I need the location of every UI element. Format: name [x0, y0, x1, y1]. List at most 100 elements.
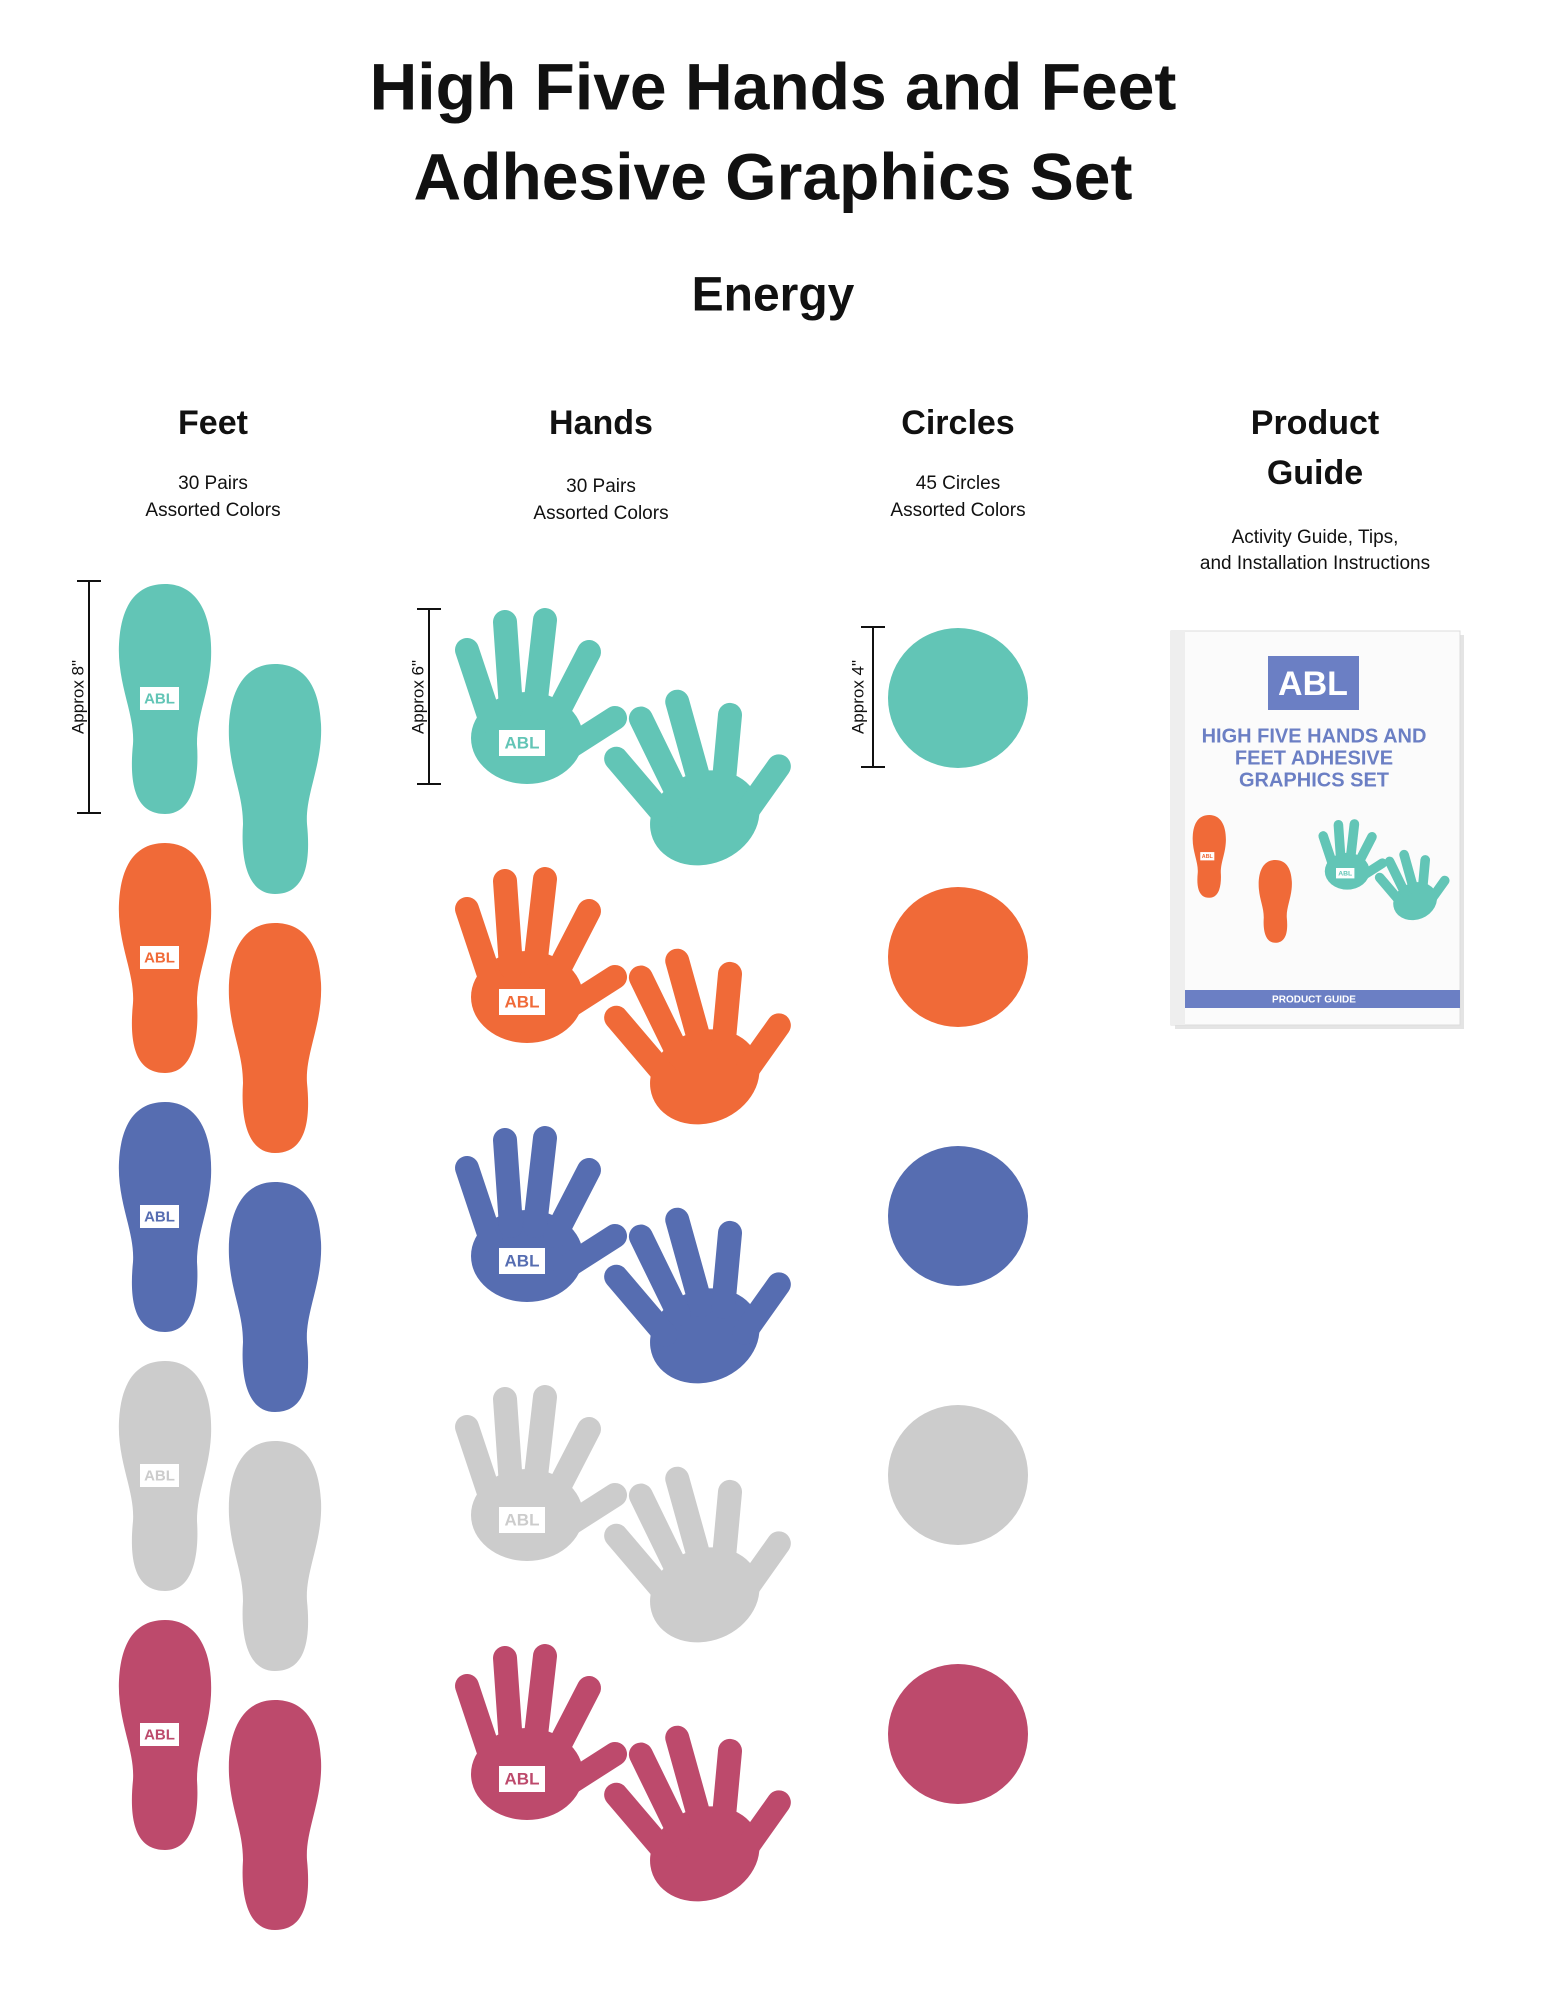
foot: ABL [1192, 815, 1226, 898]
column-detail: and Installation Instructions [1200, 553, 1430, 574]
column-detail: Activity Guide, Tips, [1232, 527, 1399, 548]
brand-tag [140, 1723, 179, 1746]
foot [228, 1700, 322, 1930]
finger [455, 1674, 503, 1770]
finger [1318, 831, 1338, 870]
foot [1258, 860, 1292, 943]
finger [604, 1782, 678, 1865]
finger [543, 899, 601, 989]
finger [665, 1725, 713, 1836]
finger [711, 702, 743, 801]
brand-tag [499, 989, 545, 1015]
finger [455, 1415, 503, 1511]
brand-label: ABL [505, 1251, 540, 1270]
hand [1374, 849, 1450, 921]
finger [732, 1531, 791, 1604]
hand: ABL [1318, 819, 1388, 890]
finger [604, 746, 678, 829]
foot-shape [1258, 860, 1292, 943]
hand: ABL [455, 1644, 627, 1820]
foot: ABL [118, 584, 212, 814]
brand-label: ABL [505, 992, 540, 1011]
brand-tag [140, 687, 179, 710]
finger [543, 640, 601, 730]
foot-shape [228, 664, 322, 894]
brand-tag [499, 730, 545, 756]
finger [604, 1005, 678, 1088]
finger [732, 754, 791, 827]
brand-tag [140, 1464, 179, 1487]
finger [1374, 872, 1405, 906]
brand-label: ABL [505, 733, 540, 752]
finger [553, 706, 627, 762]
finger [1357, 858, 1388, 881]
circle-graphic [888, 1146, 1028, 1286]
size-label: Approx 8" [68, 660, 87, 734]
finger [604, 1264, 678, 1347]
column-title: Product [1251, 404, 1379, 442]
size-label: Approx 6" [408, 660, 427, 734]
column-detail: Assorted Colors [533, 503, 668, 524]
brand-label: ABL [144, 1208, 175, 1225]
finger [553, 1224, 627, 1280]
finger [665, 689, 713, 800]
foot-shape [228, 1182, 322, 1412]
column-title: Hands [549, 404, 653, 442]
finger [493, 1128, 523, 1238]
title: High Five Hands and Feet [370, 49, 1177, 123]
finger [665, 948, 713, 1059]
finger [493, 1646, 523, 1756]
hand [604, 1725, 791, 1902]
brand-tag [140, 946, 179, 969]
hand [604, 948, 791, 1125]
book-title: FEET ADHESIVE [1235, 747, 1393, 769]
finger [523, 1126, 557, 1238]
finger [553, 1742, 627, 1798]
finger [711, 1479, 743, 1578]
finger [1333, 820, 1346, 865]
hand: ABL [455, 1126, 627, 1302]
finger [455, 897, 503, 993]
finger [523, 1385, 557, 1497]
brand-label: ABL [505, 1769, 540, 1788]
foot [228, 1441, 322, 1671]
finger [493, 869, 523, 979]
brand-tag [140, 1205, 179, 1228]
brand-tag [499, 1248, 545, 1274]
brand-label: ABL [144, 690, 175, 707]
foot-shape [228, 1700, 322, 1930]
finger [732, 1272, 791, 1345]
finger [523, 608, 557, 720]
size-label: Approx 4" [848, 660, 867, 734]
finger [1353, 832, 1377, 869]
column-detail: 45 Circles [916, 473, 1000, 494]
finger [604, 1523, 678, 1606]
brand-label: ABL [144, 949, 175, 966]
finger [543, 1417, 601, 1507]
shapes: ABL ABL ABL ABL ABL ABL ABL ABL ABL ABL ABL ABL [118, 584, 1450, 1930]
brand-label: ABL [1338, 870, 1352, 877]
book-title: HIGH FIVE HANDS AND [1202, 725, 1427, 747]
circle-graphic [888, 1405, 1028, 1545]
finger [732, 1013, 791, 1086]
brand-tag [1200, 852, 1215, 861]
finger [455, 638, 503, 734]
column-title: Feet [178, 404, 248, 442]
brand-tag [499, 1766, 545, 1792]
foot: ABL [118, 843, 212, 1073]
finger [1426, 875, 1450, 905]
book-footer: PRODUCT GUIDE [1272, 995, 1356, 1006]
finger [523, 867, 557, 979]
hand: ABL [455, 608, 627, 784]
foot: ABL [118, 1361, 212, 1591]
finger [732, 1790, 791, 1863]
foot [228, 664, 322, 894]
finger [1417, 855, 1431, 895]
finger [665, 1207, 713, 1318]
finger [711, 1220, 743, 1319]
hand [604, 1466, 791, 1643]
title: Adhesive Graphics Set [414, 139, 1133, 213]
column-title: Circles [901, 404, 1014, 442]
column-title: Guide [1267, 454, 1363, 492]
